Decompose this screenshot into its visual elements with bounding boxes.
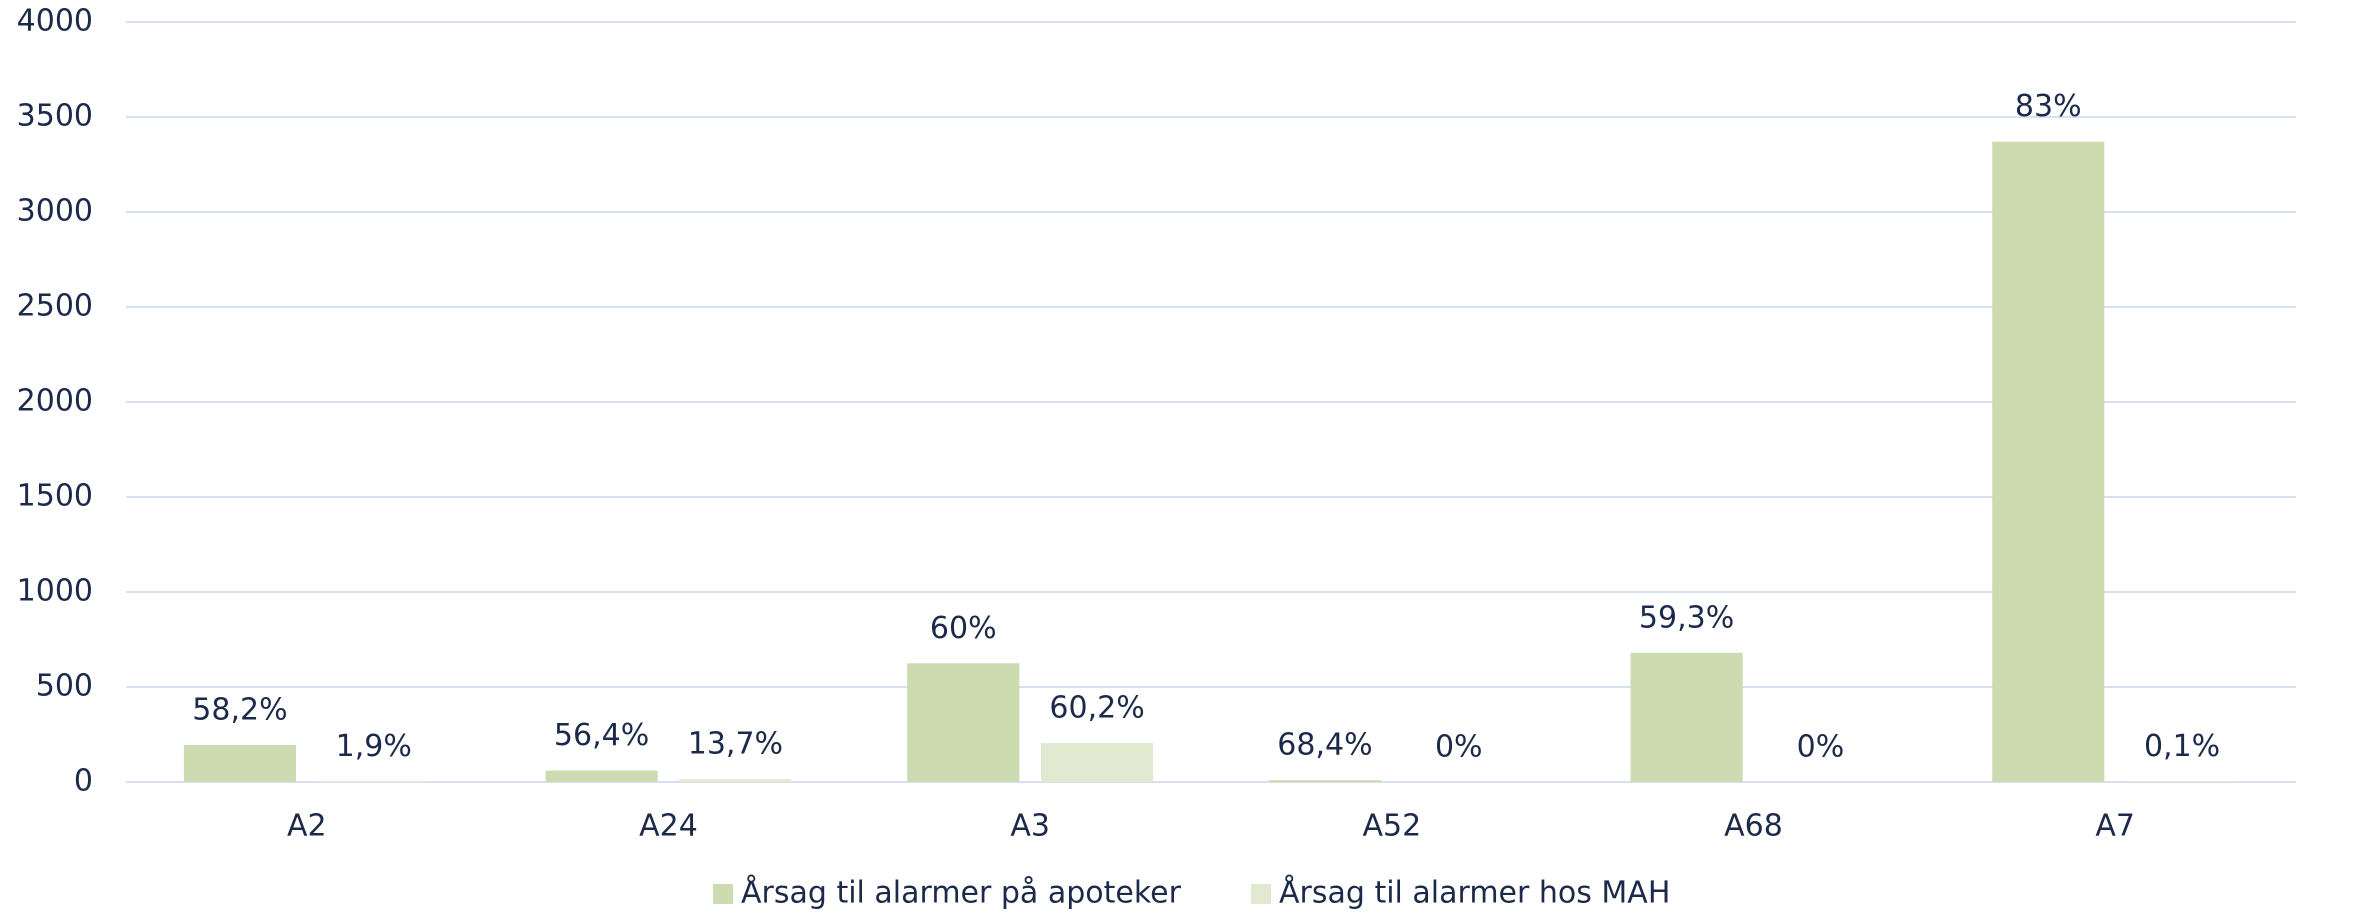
y-tick-label: 3000 [17, 194, 93, 229]
bar [907, 663, 1020, 782]
y-tick-label: 3500 [17, 99, 93, 134]
bar [1992, 141, 2105, 782]
bar-annotation: 60% [930, 611, 997, 646]
x-tick-label: A68 [1724, 809, 1783, 844]
bar-annotation: 68,4% [1277, 728, 1372, 763]
bar-annotation: 56,4% [554, 718, 649, 753]
bar [1630, 652, 1743, 782]
x-tick-label: A52 [1362, 809, 1421, 844]
y-tick-label: 1500 [17, 479, 93, 514]
bar [183, 744, 296, 782]
x-tick-label: A2 [287, 809, 327, 844]
legend-swatch [1251, 884, 1271, 904]
bar-annotation: 60,2% [1049, 691, 1144, 726]
legend-swatch [713, 884, 733, 904]
y-tick-label: 2000 [17, 384, 93, 419]
x-tick-label: A24 [639, 809, 698, 844]
bar [679, 779, 792, 782]
legend-label: Årsag til alarmer på apoteker [741, 875, 1182, 911]
bar [1268, 780, 1381, 782]
bar-annotation: 0% [1797, 730, 1845, 765]
x-tick-label: A7 [2095, 809, 2135, 844]
legend-label: Årsag til alarmer hos MAH [1279, 875, 1670, 911]
bar-annotation: 83% [2015, 89, 2082, 124]
bar-annotation: 58,2% [192, 692, 287, 727]
x-tick-label: A3 [1010, 809, 1050, 844]
y-tick-label: 2500 [17, 289, 93, 324]
y-tick-label: 1000 [17, 574, 93, 609]
bar [317, 781, 430, 782]
bar-annotation: 1,9% [336, 729, 412, 764]
bar [1041, 743, 1154, 782]
bar-annotation: 0% [1435, 730, 1483, 765]
y-tick-label: 500 [36, 669, 93, 704]
bar [545, 770, 658, 782]
bar-annotation: 59,3% [1639, 600, 1734, 635]
y-tick-label: 4000 [17, 4, 93, 39]
y-tick-label: 0 [74, 764, 93, 799]
bar-annotation: 13,7% [688, 727, 783, 762]
bar-annotation: 0,1% [2144, 729, 2220, 764]
